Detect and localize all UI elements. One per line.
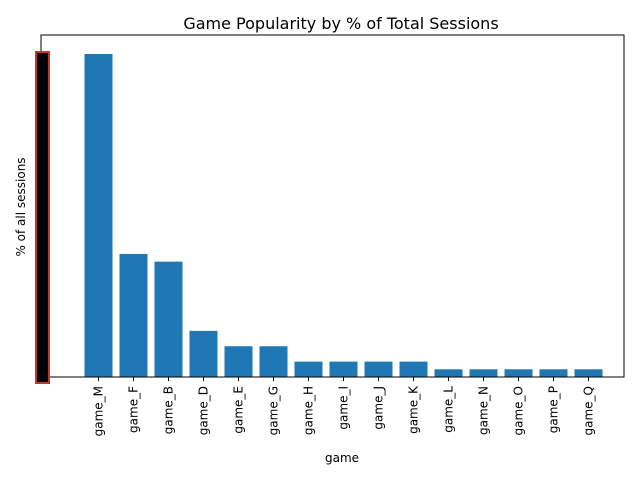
x-tick-label-game_B: game_B	[162, 386, 176, 434]
y-axis-label: % of all sessions	[14, 157, 28, 256]
x-tick-label-game_N: game_N	[477, 386, 491, 435]
bar-game_H	[294, 361, 323, 377]
bar-game_O	[504, 369, 533, 377]
bar-game_N	[469, 369, 498, 377]
bar-game_P	[539, 369, 568, 377]
x-tick-label-game_J: game_J	[372, 386, 386, 430]
bar-game_I	[329, 361, 358, 377]
bar-game_K	[399, 361, 428, 377]
bar-game_D	[189, 330, 218, 377]
x-tick-label-game_Q: game_Q	[582, 386, 596, 436]
x-tick-label-game_H: game_H	[302, 386, 316, 435]
bar-game_G	[259, 346, 288, 377]
bar-game_F	[119, 253, 148, 377]
bar-game_J	[364, 361, 393, 377]
bar-game_Q	[574, 369, 603, 377]
bars-group	[84, 54, 603, 377]
x-tick-label-game_O: game_O	[512, 386, 526, 436]
x-tick-label-game_P: game_P	[547, 386, 561, 433]
x-tick-label-game_F: game_F	[127, 386, 141, 433]
x-tick-label-game_M: game_M	[92, 386, 106, 436]
x-tick-label-game_G: game_G	[267, 386, 281, 435]
x-tick-label-game_E: game_E	[232, 386, 246, 434]
bar-game_B	[154, 261, 183, 377]
x-tick-label-game_I: game_I	[337, 386, 351, 430]
x-tick-label-game_D: game_D	[197, 386, 211, 435]
x-tick-label-game_L: game_L	[442, 386, 456, 433]
x-axis-label: game	[325, 451, 359, 465]
bar-game_L	[434, 369, 463, 377]
x-tick-label-game_K: game_K	[407, 385, 421, 434]
bar-game_M	[84, 54, 113, 377]
x-ticks-group: game_M game_F game_B game_D game_E game_G game…	[92, 377, 596, 436]
chart-title: Game Popularity by % of Total Sessions	[183, 14, 498, 33]
bar-game_E	[224, 346, 253, 377]
y-axis-overlay	[35, 51, 50, 384]
